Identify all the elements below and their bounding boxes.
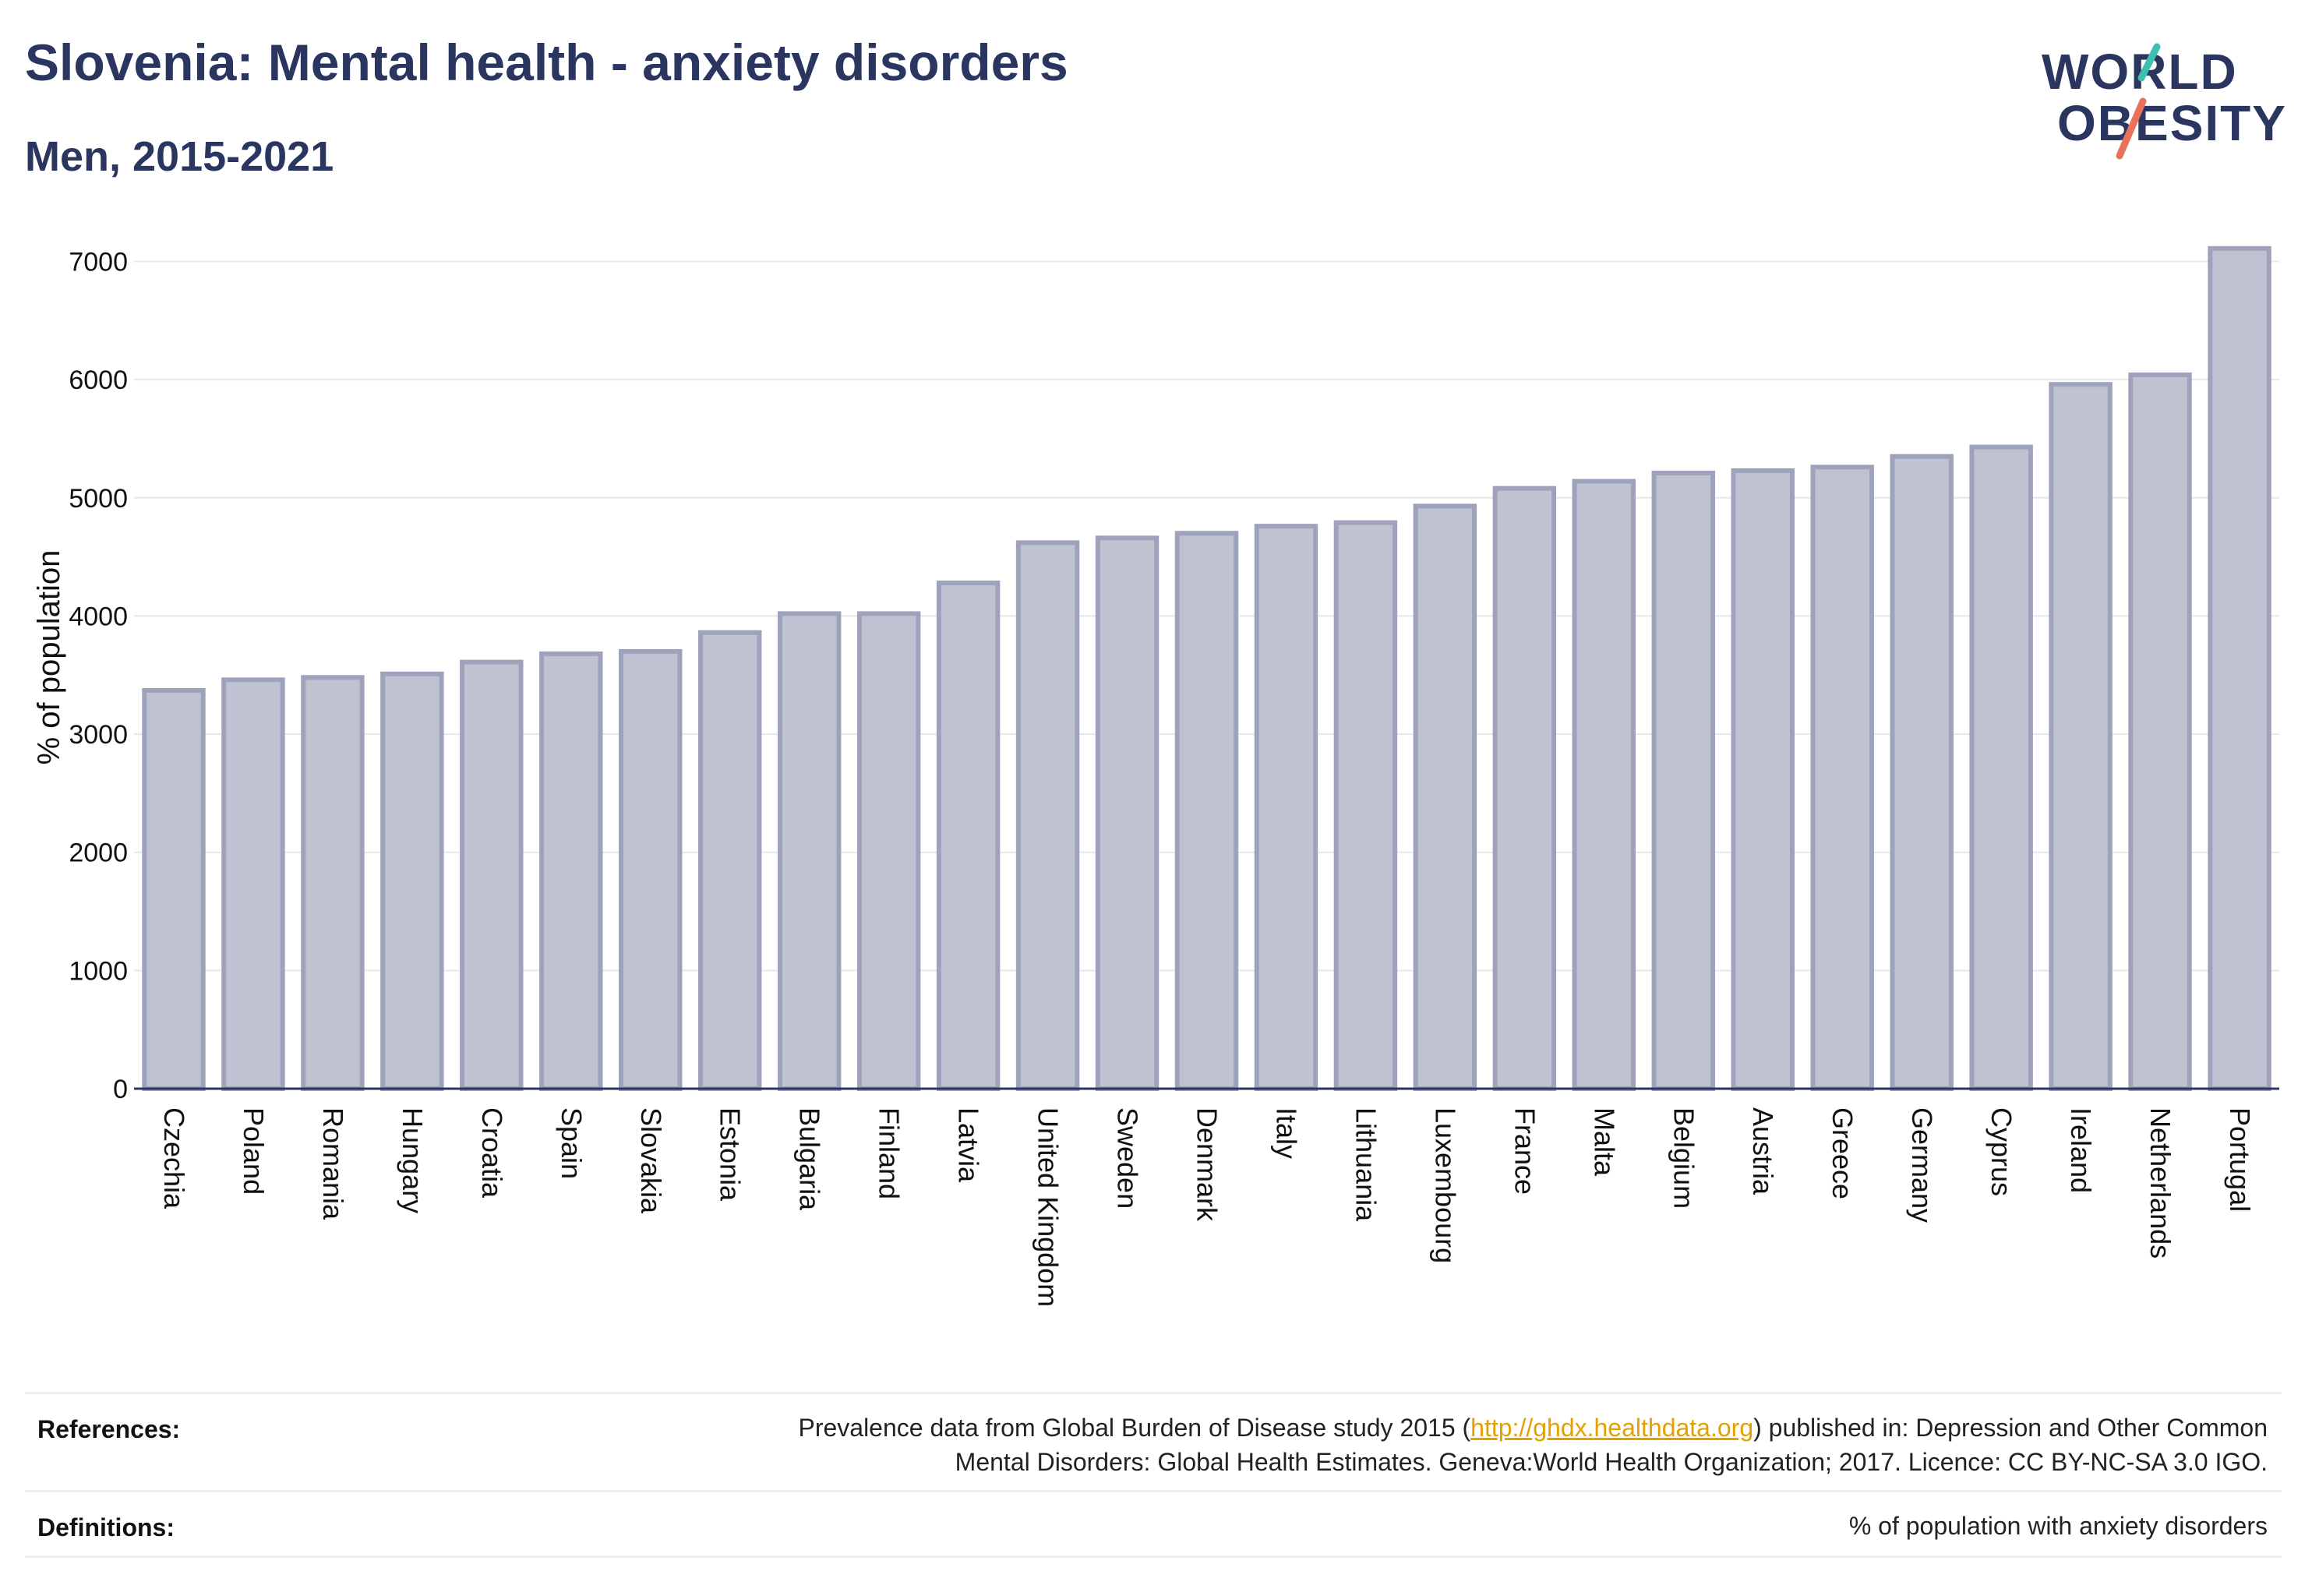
footer-divider <box>25 1392 2282 1394</box>
x-tick-label: Estonia <box>715 1107 747 1202</box>
references-text: Prevalence data from Global Burden of Di… <box>475 1411 2268 1479</box>
bar <box>1810 464 1874 1091</box>
y-tick-label: 1000 <box>69 956 128 986</box>
bar <box>1651 470 1716 1091</box>
y-tick-label: 0 <box>113 1075 128 1104</box>
x-tick-label: Spain <box>556 1107 588 1179</box>
x-tick-label: Greece <box>1827 1107 1858 1199</box>
bar <box>1095 535 1160 1091</box>
x-tick-label: Luxembourg <box>1429 1107 1461 1263</box>
x-tick-label: Portugal <box>2224 1107 2256 1212</box>
y-tick-label: 5000 <box>69 484 128 514</box>
chart-title: Slovenia: Mental health - anxiety disord… <box>25 34 1068 91</box>
x-tick-label: Slovakia <box>635 1107 667 1214</box>
bar <box>1731 468 1795 1091</box>
bar <box>1333 520 1398 1091</box>
logo-line2: OBESITY <box>2057 95 2287 151</box>
references-text-end: ) published in: Depression and Other Com… <box>1753 1414 2268 1442</box>
bar <box>619 648 683 1091</box>
bar <box>460 659 524 1091</box>
references-label: References: <box>37 1415 181 1443</box>
references-text-line2: Mental Disorders: Global Health Estimate… <box>955 1448 2268 1476</box>
bar <box>380 671 444 1091</box>
x-tick-label: Malta <box>1588 1107 1620 1177</box>
definitions-label: Definitions: <box>37 1513 175 1541</box>
bar <box>777 611 842 1091</box>
x-tick-label: Germany <box>1906 1107 1938 1223</box>
bar <box>697 630 762 1091</box>
bar <box>2208 245 2271 1091</box>
x-tick-label: Lithuania <box>1350 1107 1382 1222</box>
y-tick-label: 6000 <box>69 365 128 395</box>
world-obesity-logo: WORLD OBESITY <box>2026 23 2291 164</box>
chart-subtitle: Men, 2015-2021 <box>25 133 334 180</box>
x-tick-label: Croatia <box>476 1107 508 1199</box>
x-tick-label: Belgium <box>1668 1107 1700 1209</box>
x-tick-label: Poland <box>238 1107 270 1195</box>
x-tick-label: Denmark <box>1191 1107 1223 1222</box>
x-tick-label: Ireland <box>2065 1107 2097 1193</box>
x-tick-label: United Kingdom <box>1032 1107 1064 1307</box>
references-text-start: Prevalence data from Global Burden of Di… <box>798 1414 1471 1442</box>
x-tick-label: Austria <box>1747 1107 1779 1195</box>
x-tick-label: Sweden <box>1112 1107 1144 1209</box>
bar <box>1890 454 1954 1091</box>
y-tick-label: 7000 <box>69 247 128 277</box>
references-link[interactable]: http://ghdx.healthdata.org <box>1470 1414 1754 1442</box>
logo-slash-icon <box>2116 43 2161 160</box>
bar <box>1015 540 1080 1091</box>
x-tick-label: Latvia <box>953 1107 985 1183</box>
bar <box>1174 531 1239 1091</box>
bar <box>1254 524 1318 1091</box>
x-tick-label: Italy <box>1270 1107 1302 1159</box>
bar <box>2049 382 2113 1091</box>
bar <box>301 675 365 1091</box>
bar <box>936 580 1001 1091</box>
footer-divider <box>25 1490 2282 1492</box>
y-tick-label: 4000 <box>69 602 128 631</box>
bar <box>2128 373 2192 1091</box>
y-axis-label: % of population <box>32 550 66 765</box>
bar <box>1492 486 1557 1091</box>
bar <box>1572 478 1636 1091</box>
x-tick-label: Hungary <box>397 1107 429 1213</box>
bar-chart: 0 1000 2000 3000 4000 5000 6000 7000 % of popula… <box>32 245 2279 1307</box>
bar <box>1969 444 2033 1091</box>
y-tick-label: 2000 <box>69 839 128 868</box>
y-tick-label: 3000 <box>69 720 128 750</box>
bar <box>221 677 285 1091</box>
x-tick-label: France <box>1509 1107 1541 1195</box>
x-tick-label: Czechia <box>158 1107 190 1209</box>
x-tick-label: Finland <box>874 1107 905 1199</box>
x-tick-label: Romania <box>317 1107 349 1220</box>
bar <box>539 651 603 1091</box>
logo-line1: WORLD <box>2042 44 2238 100</box>
footer-divider <box>25 1555 2282 1558</box>
bar <box>856 611 921 1091</box>
x-tick-label: Cyprus <box>1986 1107 2017 1196</box>
x-tick-label: Bulgaria <box>794 1107 826 1211</box>
bar <box>142 687 206 1091</box>
x-tick-label: Netherlands <box>2144 1107 2176 1259</box>
bar <box>1413 503 1477 1091</box>
definitions-text: % of population with anxiety disorders <box>1848 1512 2268 1540</box>
